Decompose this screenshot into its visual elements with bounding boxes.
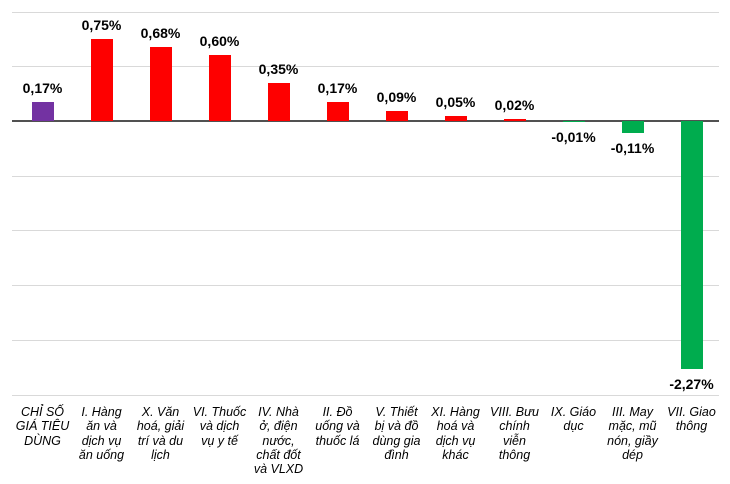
category-label: VII. Giao thông <box>667 405 716 434</box>
bar-5 <box>267 82 290 121</box>
bar-12 <box>680 121 703 370</box>
bar-6 <box>326 102 349 121</box>
gridline <box>12 66 719 68</box>
category-label: I. Hàng ăn và dịch vụ ăn uống <box>78 405 125 462</box>
bar-10 <box>562 121 585 123</box>
category-label: VI. Thuốc và dịch vụ y tế <box>192 405 247 448</box>
category-label: IX. Giáo dục <box>550 405 597 434</box>
bar-value-label: 0,60% <box>199 33 240 50</box>
bar-9 <box>503 118 526 121</box>
bar-4 <box>208 55 231 121</box>
bar-1 <box>31 102 54 121</box>
category-label: IV. Nhà ở, điện nước, chất đốt và VLXD <box>253 405 304 477</box>
bar-8 <box>444 115 467 121</box>
category-label: CHỈ SỐ GIÁ TIÊU DÙNG <box>15 405 70 448</box>
category-label: III. May mặc, mũ nón, giầy dép <box>607 405 658 462</box>
category-label: XI. Hàng hoá và dịch vụ khác <box>431 405 480 462</box>
gridline <box>12 230 719 232</box>
bar-value-label: -2,27% <box>669 376 714 393</box>
category-label: X. Văn hoá, giải trí và du lịch <box>136 405 185 462</box>
bar-value-label: 0,68% <box>140 24 181 41</box>
bar-value-label: -0,01% <box>551 129 596 146</box>
gridline <box>12 11 719 13</box>
bar-value-label: 0,05% <box>435 93 476 110</box>
zero-axis-line <box>12 120 719 122</box>
bar-value-label: 0,17% <box>317 80 358 97</box>
bar-value-label: 0,09% <box>376 89 417 106</box>
bar-value-label: 0,02% <box>494 96 535 113</box>
bar-3 <box>149 46 172 121</box>
category-label: V. Thiết bị và đồ dùng gia đình <box>372 405 421 462</box>
bar-11 <box>621 121 644 134</box>
gridline <box>12 339 719 341</box>
bar-7 <box>385 111 408 121</box>
category-label: VIII. Bưu chính viễn thông <box>490 405 539 462</box>
gridline <box>12 175 719 177</box>
gridline <box>12 285 719 287</box>
bar-value-label: 0,75% <box>81 16 122 33</box>
bar-value-label: -0,11% <box>610 140 655 157</box>
gridline <box>12 394 719 396</box>
bar-value-label: 0,17% <box>22 80 63 97</box>
bar-2 <box>90 38 113 121</box>
category-label: II. Đồ uống và thuốc lá <box>315 405 360 448</box>
bar-value-label: 0,35% <box>258 60 299 77</box>
